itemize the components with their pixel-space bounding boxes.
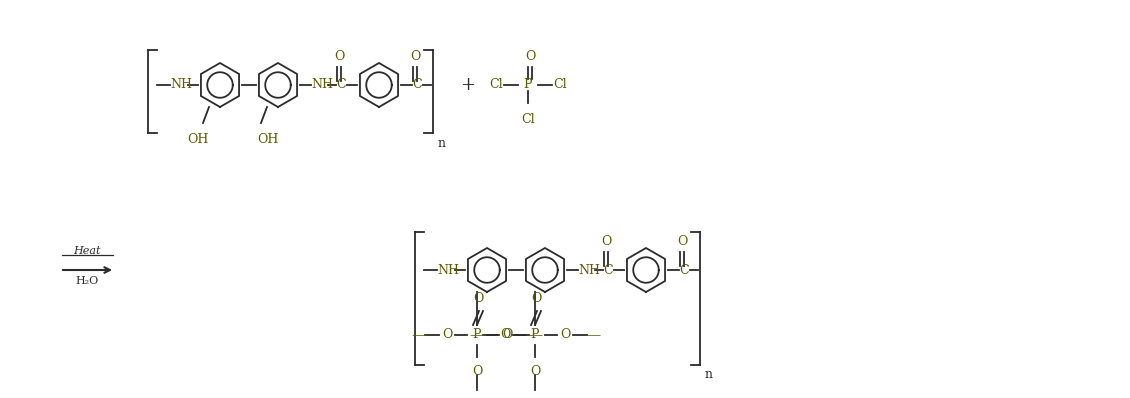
Text: O: O: [559, 328, 571, 341]
Text: Cl: Cl: [489, 78, 503, 92]
Text: NH: NH: [437, 263, 459, 277]
Text: OH: OH: [188, 133, 209, 146]
Text: C: C: [412, 78, 421, 92]
Text: O: O: [333, 50, 345, 63]
Text: n: n: [438, 137, 446, 150]
Text: P: P: [531, 328, 539, 341]
Text: O: O: [472, 365, 483, 378]
Text: O: O: [410, 50, 420, 63]
Text: NH: NH: [579, 263, 600, 277]
Text: n: n: [705, 368, 713, 381]
Text: NH: NH: [311, 78, 333, 92]
Text: H₂O: H₂O: [76, 276, 98, 286]
Text: P: P: [472, 328, 481, 341]
Text: OH: OH: [258, 133, 279, 146]
Text: —: —: [528, 328, 542, 342]
Text: O: O: [499, 328, 510, 341]
Text: O: O: [531, 292, 541, 305]
Text: C: C: [679, 263, 689, 277]
Text: Cl: Cl: [554, 78, 567, 92]
Text: —: —: [469, 328, 485, 342]
Text: P: P: [523, 78, 532, 92]
Text: O: O: [677, 235, 687, 248]
Text: Heat: Heat: [73, 246, 101, 256]
Text: O: O: [472, 292, 484, 305]
Text: +: +: [461, 76, 476, 94]
Text: —: —: [585, 328, 601, 342]
Text: O: O: [530, 365, 540, 378]
Text: O: O: [502, 328, 512, 341]
Text: —: —: [411, 328, 427, 342]
Text: C: C: [603, 263, 612, 277]
Text: O: O: [442, 328, 452, 341]
Text: O: O: [524, 50, 536, 63]
Text: Cl: Cl: [521, 113, 534, 126]
Text: O: O: [601, 235, 611, 248]
Text: C: C: [337, 78, 346, 92]
Text: NH: NH: [170, 78, 192, 92]
